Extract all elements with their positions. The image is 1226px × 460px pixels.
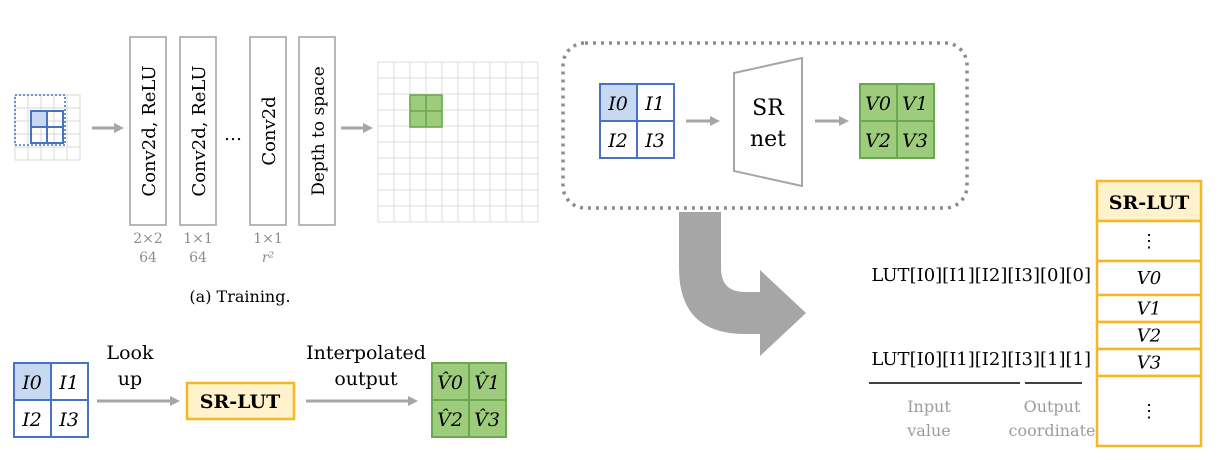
interpolated-label-1: Interpolated <box>306 342 426 364</box>
test-sr-lut-box <box>185 381 296 421</box>
test-output-0: V̂0 <box>437 372 463 394</box>
layer-ellipsis: … <box>224 124 242 145</box>
lut-row-label: V2 <box>1137 326 1161 347</box>
test-output-2: V̂2 <box>437 409 463 431</box>
sr-net-section: I0 I1 I2 I3 SR net V0 V1 V2 V3 <box>561 41 969 210</box>
layer-channels-2: 64 <box>189 250 207 266</box>
layer-kernel-3: 1×1 <box>253 231 283 247</box>
lut-index-last: LUT[I0][I1][I2][I3][1][1] <box>871 349 1091 370</box>
sr-net-trapezoid <box>733 56 803 188</box>
receptive-field-dotted <box>14 94 66 146</box>
sr-net-dotted-frame <box>561 41 969 210</box>
layer-box-1 <box>129 36 167 226</box>
layer-box-3 <box>249 36 287 226</box>
lookup-label-2: up <box>118 368 142 390</box>
sr-output-0: V0 <box>865 93 891 115</box>
sr-input-1: I1 <box>644 93 665 115</box>
sr-output-1: V1 <box>902 93 928 115</box>
layer-box-4 <box>298 36 336 226</box>
test-input-patch: I0 I1 I2 I3 <box>13 362 89 438</box>
test-input-1: I1 <box>58 372 79 394</box>
test-output-patch: V̂0 V̂1 V̂2 V̂3 <box>431 362 507 438</box>
layer-channels-3: r² <box>262 250 275 266</box>
sr-output-2: V2 <box>865 130 891 152</box>
test-input-2: I2 <box>21 409 42 431</box>
receptive-2x2-patch <box>30 110 64 144</box>
transfer-curved-arrow <box>679 212 806 356</box>
output-2x2-patch <box>409 94 443 128</box>
lut-row-cell <box>1095 374 1203 448</box>
layer-channels-1: 64 <box>139 250 157 266</box>
sr-net-label-1: SR <box>752 96 785 121</box>
training-output-grid <box>377 61 539 223</box>
sr-lut-table-header-bg <box>1095 179 1203 223</box>
receptive-pixel-highlight <box>31 111 47 127</box>
layer-label-4: Depth to space <box>309 66 329 196</box>
sr-lut-table-header: SR-LUT <box>1109 192 1189 214</box>
layer-kernel-2: 1×1 <box>183 231 213 247</box>
test-sr-lut-label: SR-LUT <box>200 391 280 413</box>
training-caption: (a) Training. <box>189 287 290 306</box>
sr-input-0: I0 <box>607 93 628 115</box>
lut-row-cell <box>1095 219 1203 263</box>
sr-lut-table: SR-LUT ⋮ V0 V1 V2 V3 ⋮ <box>1095 179 1203 448</box>
sr-output-patch: V0 V1 V2 V3 <box>859 83 935 159</box>
lut-row-label: V1 <box>1137 299 1161 320</box>
sr-net-label-2: net <box>750 127 786 152</box>
lookup-label-1: Look <box>106 342 153 364</box>
interpolated-label-2: output <box>334 368 398 390</box>
test-input-0: I0 <box>21 372 42 394</box>
lut-row-cell <box>1095 293 1203 324</box>
training-section: Conv2d, ReLU Conv2d, ReLU … Conv2d Depth… <box>14 36 539 306</box>
lut-row-label: V0 <box>1137 268 1161 289</box>
lut-row-label: V3 <box>1137 353 1161 374</box>
lut-row-cell <box>1095 347 1203 378</box>
test-input-3: I3 <box>58 409 79 431</box>
test-output-3: V̂3 <box>474 409 500 431</box>
lut-index-first: LUT[I0][I1][I2][I3][0][0] <box>871 265 1091 286</box>
sr-input-2: I2 <box>607 130 628 152</box>
layer-label-1: Conv2d, ReLU <box>139 65 160 196</box>
lut-row-label: ⋮ <box>1140 231 1158 252</box>
layer-label-2: Conv2d, ReLU <box>189 65 210 196</box>
layer-label-3: Conv2d <box>259 96 280 165</box>
input-value-label: Input value <box>906 397 951 440</box>
layer-kernel-1: 2×2 <box>133 231 163 247</box>
sr-input-3: I3 <box>644 130 665 152</box>
output-coordinate-label: Output coordinate <box>1009 397 1096 440</box>
lut-row-cell <box>1095 320 1203 351</box>
sr-output-3: V3 <box>902 130 928 152</box>
testing-section: I0 I1 I2 I3 Look up SR-LUT Interpolated … <box>13 342 507 438</box>
layer-box-2 <box>179 36 217 226</box>
sr-input-patch: I0 I1 I2 I3 <box>599 83 675 159</box>
lut-row-label: ⋮ <box>1140 401 1158 422</box>
test-output-1: V̂1 <box>474 372 500 394</box>
